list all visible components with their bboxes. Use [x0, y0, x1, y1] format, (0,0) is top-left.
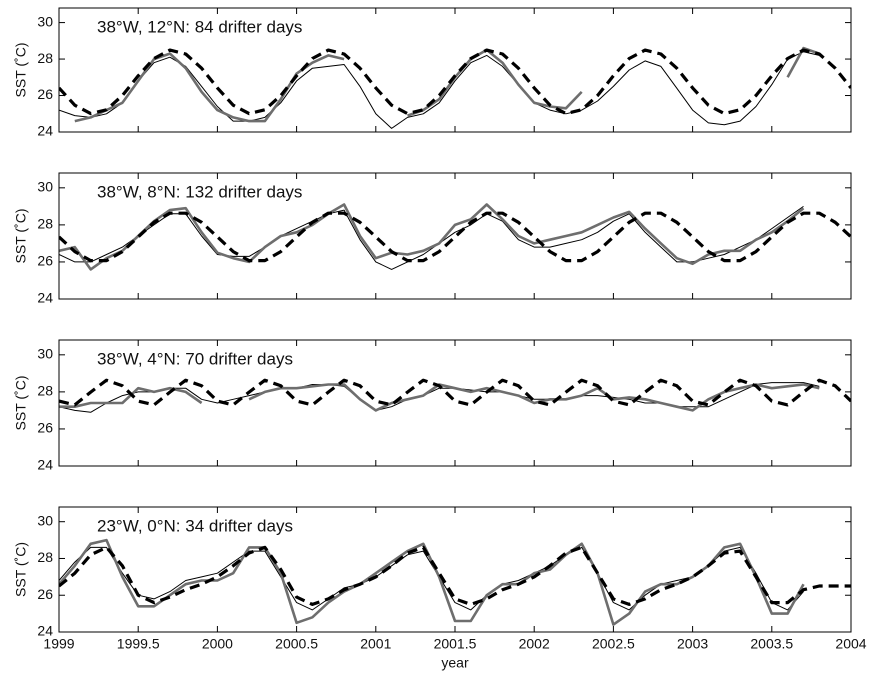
- y-tick-label: 30: [37, 179, 53, 195]
- x-tick-label: 2003.5: [750, 636, 793, 652]
- annotation: 38°W, 8°N: 132 drifter days: [97, 182, 302, 201]
- sst-line: [59, 211, 851, 263]
- sst-line: [59, 378, 851, 407]
- y-tick-label: 28: [37, 216, 53, 232]
- y-tick-label: 28: [37, 549, 53, 565]
- x-axis-label: year: [441, 655, 469, 671]
- x-tick-label: 2004: [835, 636, 866, 652]
- sst-line: [59, 205, 804, 270]
- y-tick-label: 30: [37, 512, 53, 528]
- annotation: 38°W, 12°N: 84 drifter days: [97, 17, 302, 36]
- y-axis-label: SST (˚C): [13, 376, 29, 431]
- y-axis-label: SST (˚C): [13, 209, 29, 264]
- annotation: 38°W, 4°N: 70 drifter days: [97, 349, 293, 368]
- sst-line: [59, 48, 851, 116]
- x-tick-label: 1999: [43, 636, 74, 652]
- y-axis-label: SST (˚C): [13, 542, 29, 597]
- y-tick-label: 24: [37, 123, 53, 139]
- x-tick-label: 2000.5: [275, 636, 318, 652]
- axes-frame: [58, 7, 852, 133]
- sst-line: [59, 382, 820, 413]
- axes-frame: [58, 172, 852, 300]
- sst-line: [59, 51, 820, 129]
- y-tick-label: 24: [37, 457, 53, 473]
- y-tick-label: 30: [37, 13, 53, 29]
- y-tick-label: 26: [37, 253, 53, 269]
- y-tick-label: 30: [37, 346, 53, 362]
- y-tick-label: 26: [37, 420, 53, 436]
- y-tick-label: 26: [37, 586, 53, 602]
- y-tick-label: 24: [37, 623, 53, 639]
- x-tick-label: 2002: [519, 636, 550, 652]
- axes-frame: [58, 506, 852, 633]
- sst-line: [59, 538, 805, 626]
- x-tick-label: 2001.5: [434, 636, 477, 652]
- y-axis-label: SST (˚C): [13, 43, 29, 98]
- y-tick-label: 24: [37, 290, 53, 306]
- axes-frame: [58, 339, 852, 467]
- x-tick-label: 2003: [677, 636, 708, 652]
- sst-line: [59, 203, 805, 271]
- x-tick-label: 2000: [202, 636, 233, 652]
- x-tick-label: 2002.5: [592, 636, 635, 652]
- x-tick-label: 2001: [360, 636, 391, 652]
- x-tick-label: 1999.5: [117, 636, 160, 652]
- y-tick-label: 26: [37, 86, 53, 102]
- y-tick-label: 28: [37, 50, 53, 66]
- sst-line: [59, 546, 804, 611]
- sst-line: [59, 545, 851, 606]
- sst-line: [74, 46, 820, 123]
- annotation: 23°W, 0°N: 34 drifter days: [97, 516, 293, 535]
- y-tick-label: 28: [37, 383, 53, 399]
